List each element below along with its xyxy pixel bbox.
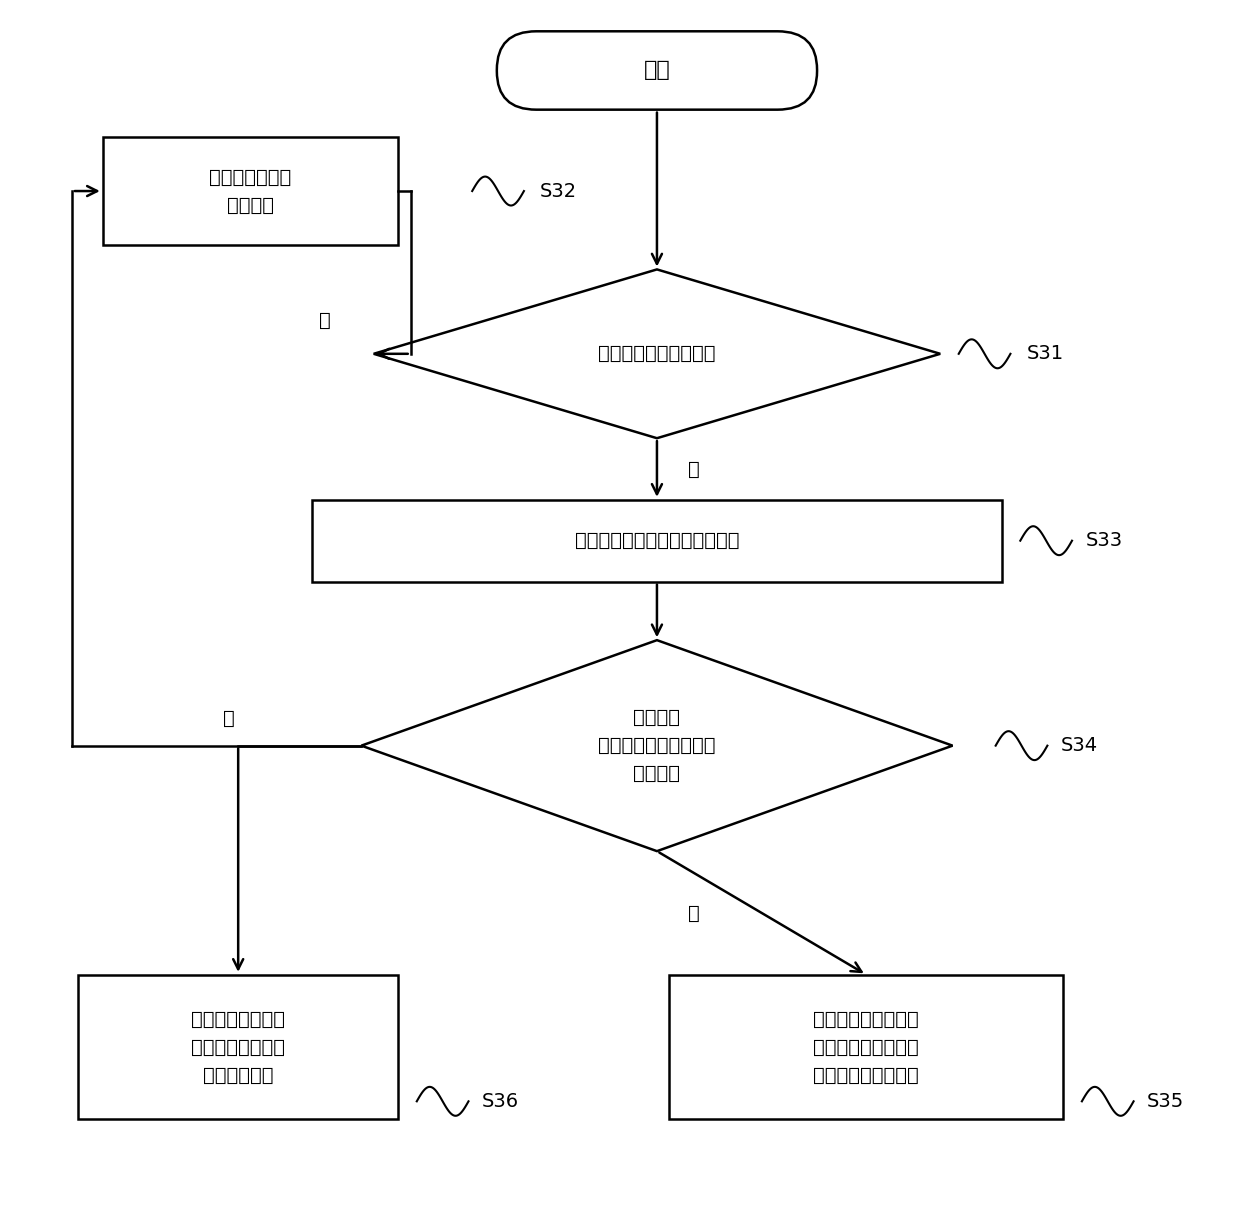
Text: S35: S35 bbox=[1147, 1091, 1184, 1111]
Text: S32: S32 bbox=[539, 182, 577, 200]
Text: S33: S33 bbox=[1085, 532, 1122, 550]
Text: S34: S34 bbox=[1061, 736, 1099, 755]
Text: 是: 是 bbox=[319, 311, 330, 330]
Polygon shape bbox=[361, 640, 952, 851]
Text: 对阻力特性标志进行
置位，并累加器累加
的限幅值为第一阈值: 对阻力特性标志进行 置位，并累加器累加 的限幅值为第一阈值 bbox=[813, 1010, 919, 1084]
Bar bbox=[312, 500, 1002, 582]
Text: S31: S31 bbox=[1027, 345, 1064, 363]
Text: 计算实际差值与标准差值的差值: 计算实际差值与标准差值的差值 bbox=[574, 532, 739, 550]
Text: S36: S36 bbox=[482, 1091, 520, 1111]
Text: 实际差值
与标准差值的差值大于
第一阈值: 实际差值 与标准差值的差值大于 第一阈值 bbox=[598, 708, 715, 783]
Text: 等待下一次闭锁
过程开始: 等待下一次闭锁 过程开始 bbox=[210, 168, 291, 215]
Text: 开始: 开始 bbox=[644, 61, 671, 80]
Text: 累加器累加的限幅
值为实际差值与标
准差值的差值: 累加器累加的限幅 值为实际差值与标 准差值的差值 bbox=[191, 1010, 285, 1084]
Bar bbox=[103, 137, 398, 245]
Bar bbox=[78, 975, 398, 1119]
Polygon shape bbox=[373, 270, 940, 438]
Bar bbox=[670, 975, 1064, 1119]
Text: 当前分段出现防夹处理: 当前分段出现防夹处理 bbox=[598, 345, 715, 363]
Text: 否: 否 bbox=[223, 709, 234, 727]
FancyBboxPatch shape bbox=[497, 32, 817, 109]
Text: 否: 否 bbox=[688, 459, 699, 478]
Text: 是: 是 bbox=[688, 903, 699, 923]
